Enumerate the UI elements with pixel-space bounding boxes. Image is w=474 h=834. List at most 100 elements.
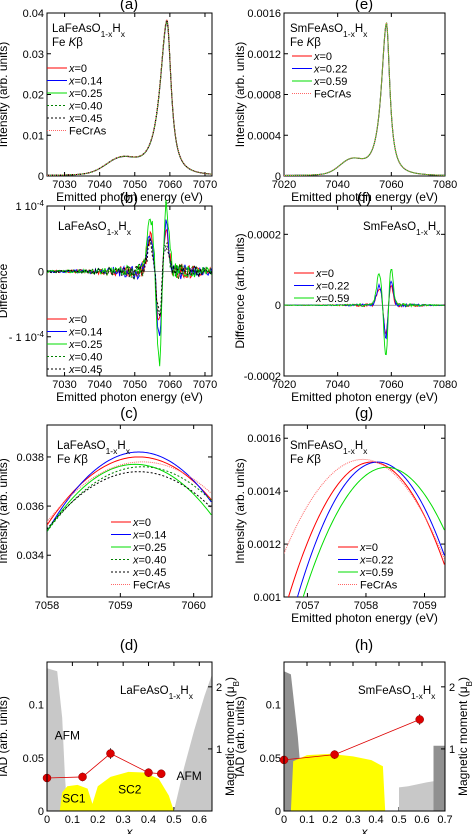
plot-area [47,451,212,532]
x-tick-label: 0.6 [192,814,207,826]
legend-label: x=0.59 [315,293,349,305]
panel-label: (b) [120,190,138,207]
panel-label: (c) [120,405,138,422]
x-tick-label: 7040 [87,379,111,391]
panel-label: (e) [355,0,373,13]
chart-title: LaFeAsO1-xHx [52,23,126,39]
iad-point [106,749,115,758]
panel-label: (a) [120,0,138,13]
afm-region [47,668,68,811]
x-tick-label: 0.7 [437,814,452,826]
x-tick-label: 0 [281,814,287,826]
legend-label: x=0.45 [68,113,102,125]
y-tick-label: 0.04 [23,8,44,20]
y-axis-label: Intensity (arb. units) [0,458,10,563]
chart-subtitle: Fe Kβ [290,37,321,49]
legend-label: FeCrAs [360,580,398,592]
series-line [46,18,213,176]
series-line [283,285,445,336]
y-tick-label: 0.1 [29,700,44,712]
x-tick-label: 0.5 [391,814,406,826]
y-tick-label: 0.05 [260,753,281,765]
legend-label: x=0.14 [68,327,102,339]
panel-g: (g) 7057 7058 7059 0.001 0.0012 0.0014 0.0016 Em… [233,405,446,625]
series-line [302,466,445,597]
legend-label: x=0.25 [68,88,102,100]
y-axis-label: Intensity (arb. units) [233,42,247,147]
x-tick-label: 7060 [379,179,403,191]
panel-label: (d) [120,637,138,654]
y-tick-label: 0.038 [16,452,44,464]
x-tick-label: 7057 [295,600,319,612]
y-axis-label: IAD (arb. units) [233,696,247,777]
legend-label: x=0.59 [313,76,347,88]
x-tick-label: 7070 [193,379,217,391]
series-line [283,21,446,176]
x-tick-label: 7080 [433,379,457,391]
legend-label: x=0.25 [68,339,102,351]
x-tick-label: 7058 [354,600,378,612]
sc-region [290,753,386,811]
series-line [47,456,212,526]
y2-tick-label: 2 [449,682,455,694]
legend-label: FeCrAs [69,126,107,138]
x-tick-label: 7060 [158,379,182,391]
y-tick-label: 0 [275,806,281,818]
y-tick-label: 0.03 [23,49,44,61]
panel-d: (d) 0 0.1 0.2 0.3 0.4 0.5 0.6 0 0.05 0.1 x IAD (arb.… [0,637,241,834]
x-tick-label: 0.2 [90,814,105,826]
chart-title: LaFeAsO1-xHx [120,685,194,701]
y2-tick-label: 2 [216,682,222,694]
legend-label: x=0.22 [313,64,347,76]
series-line [296,461,445,597]
x-tick-label: 7050 [123,179,147,191]
panel-c: (c) 7058 7059 7060 0.034 0.036 0.038 Intensity … [0,405,213,612]
chart-title: LaFeAsO1-xHx [58,221,132,237]
chart-title: SmFeAsO1-xHx [290,23,368,39]
y-tick-label: 0.05 [23,753,44,765]
series-line [47,461,212,523]
plot-frame [283,205,446,377]
chart-title: SmFeAsO1-xHx [363,221,441,237]
legend-label: x=0.22 [315,281,349,293]
y-tick-label: 0.0004 [247,130,281,142]
y-tick-label: 0 [38,806,44,818]
panel-label: (g) [355,405,373,422]
x-tick-label: 7060 [181,600,205,612]
y-tick-label: 1 10-4 [15,199,44,214]
sc1-region [59,784,96,811]
legend-label: x=0.14 [68,76,102,88]
y-tick-label: 0.0012 [247,49,281,61]
sc2-region [90,771,174,811]
y-tick-label: 0.0016 [247,433,281,445]
iad-point [78,772,87,782]
x-tick-label: 7060 [158,179,182,191]
region-label: AFM [55,729,80,743]
x-axis-label: Emitted photon energy (eV) [291,611,438,625]
y-tick-label: 0 [275,300,281,312]
legend-label: x=0 [359,542,378,554]
y2-tick-label: 1 [216,744,222,756]
y-tick-label: 0 [38,171,44,183]
y2-tick-label: 1 [449,744,455,756]
x-tick-label: 7080 [433,179,457,191]
legend-label: x=0 [68,314,87,326]
series-line [283,268,445,356]
y-tick-label: 0 [275,171,281,183]
region-label: SC2 [118,783,142,797]
plot-area [284,458,445,597]
x-tick-label: 7040 [325,179,349,191]
legend-label: x=0 [313,51,332,63]
y2-axis-label: Magnetic moment (μB) [223,677,241,796]
y-axis-label: Intensity (arb. units) [233,458,247,563]
legend-label: x=0.45 [132,567,166,579]
x-axis-label: x [361,825,369,834]
series-line [284,458,445,560]
y-tick-label: 0 [38,266,44,278]
legend-label: x=0.40 [68,101,102,113]
y-tick-label: 0.034 [16,550,44,562]
iad-point [144,768,153,777]
plot-area [47,668,212,811]
chart-subtitle: Fe Kβ [290,454,321,466]
x-tick-label: 7070 [193,179,217,191]
